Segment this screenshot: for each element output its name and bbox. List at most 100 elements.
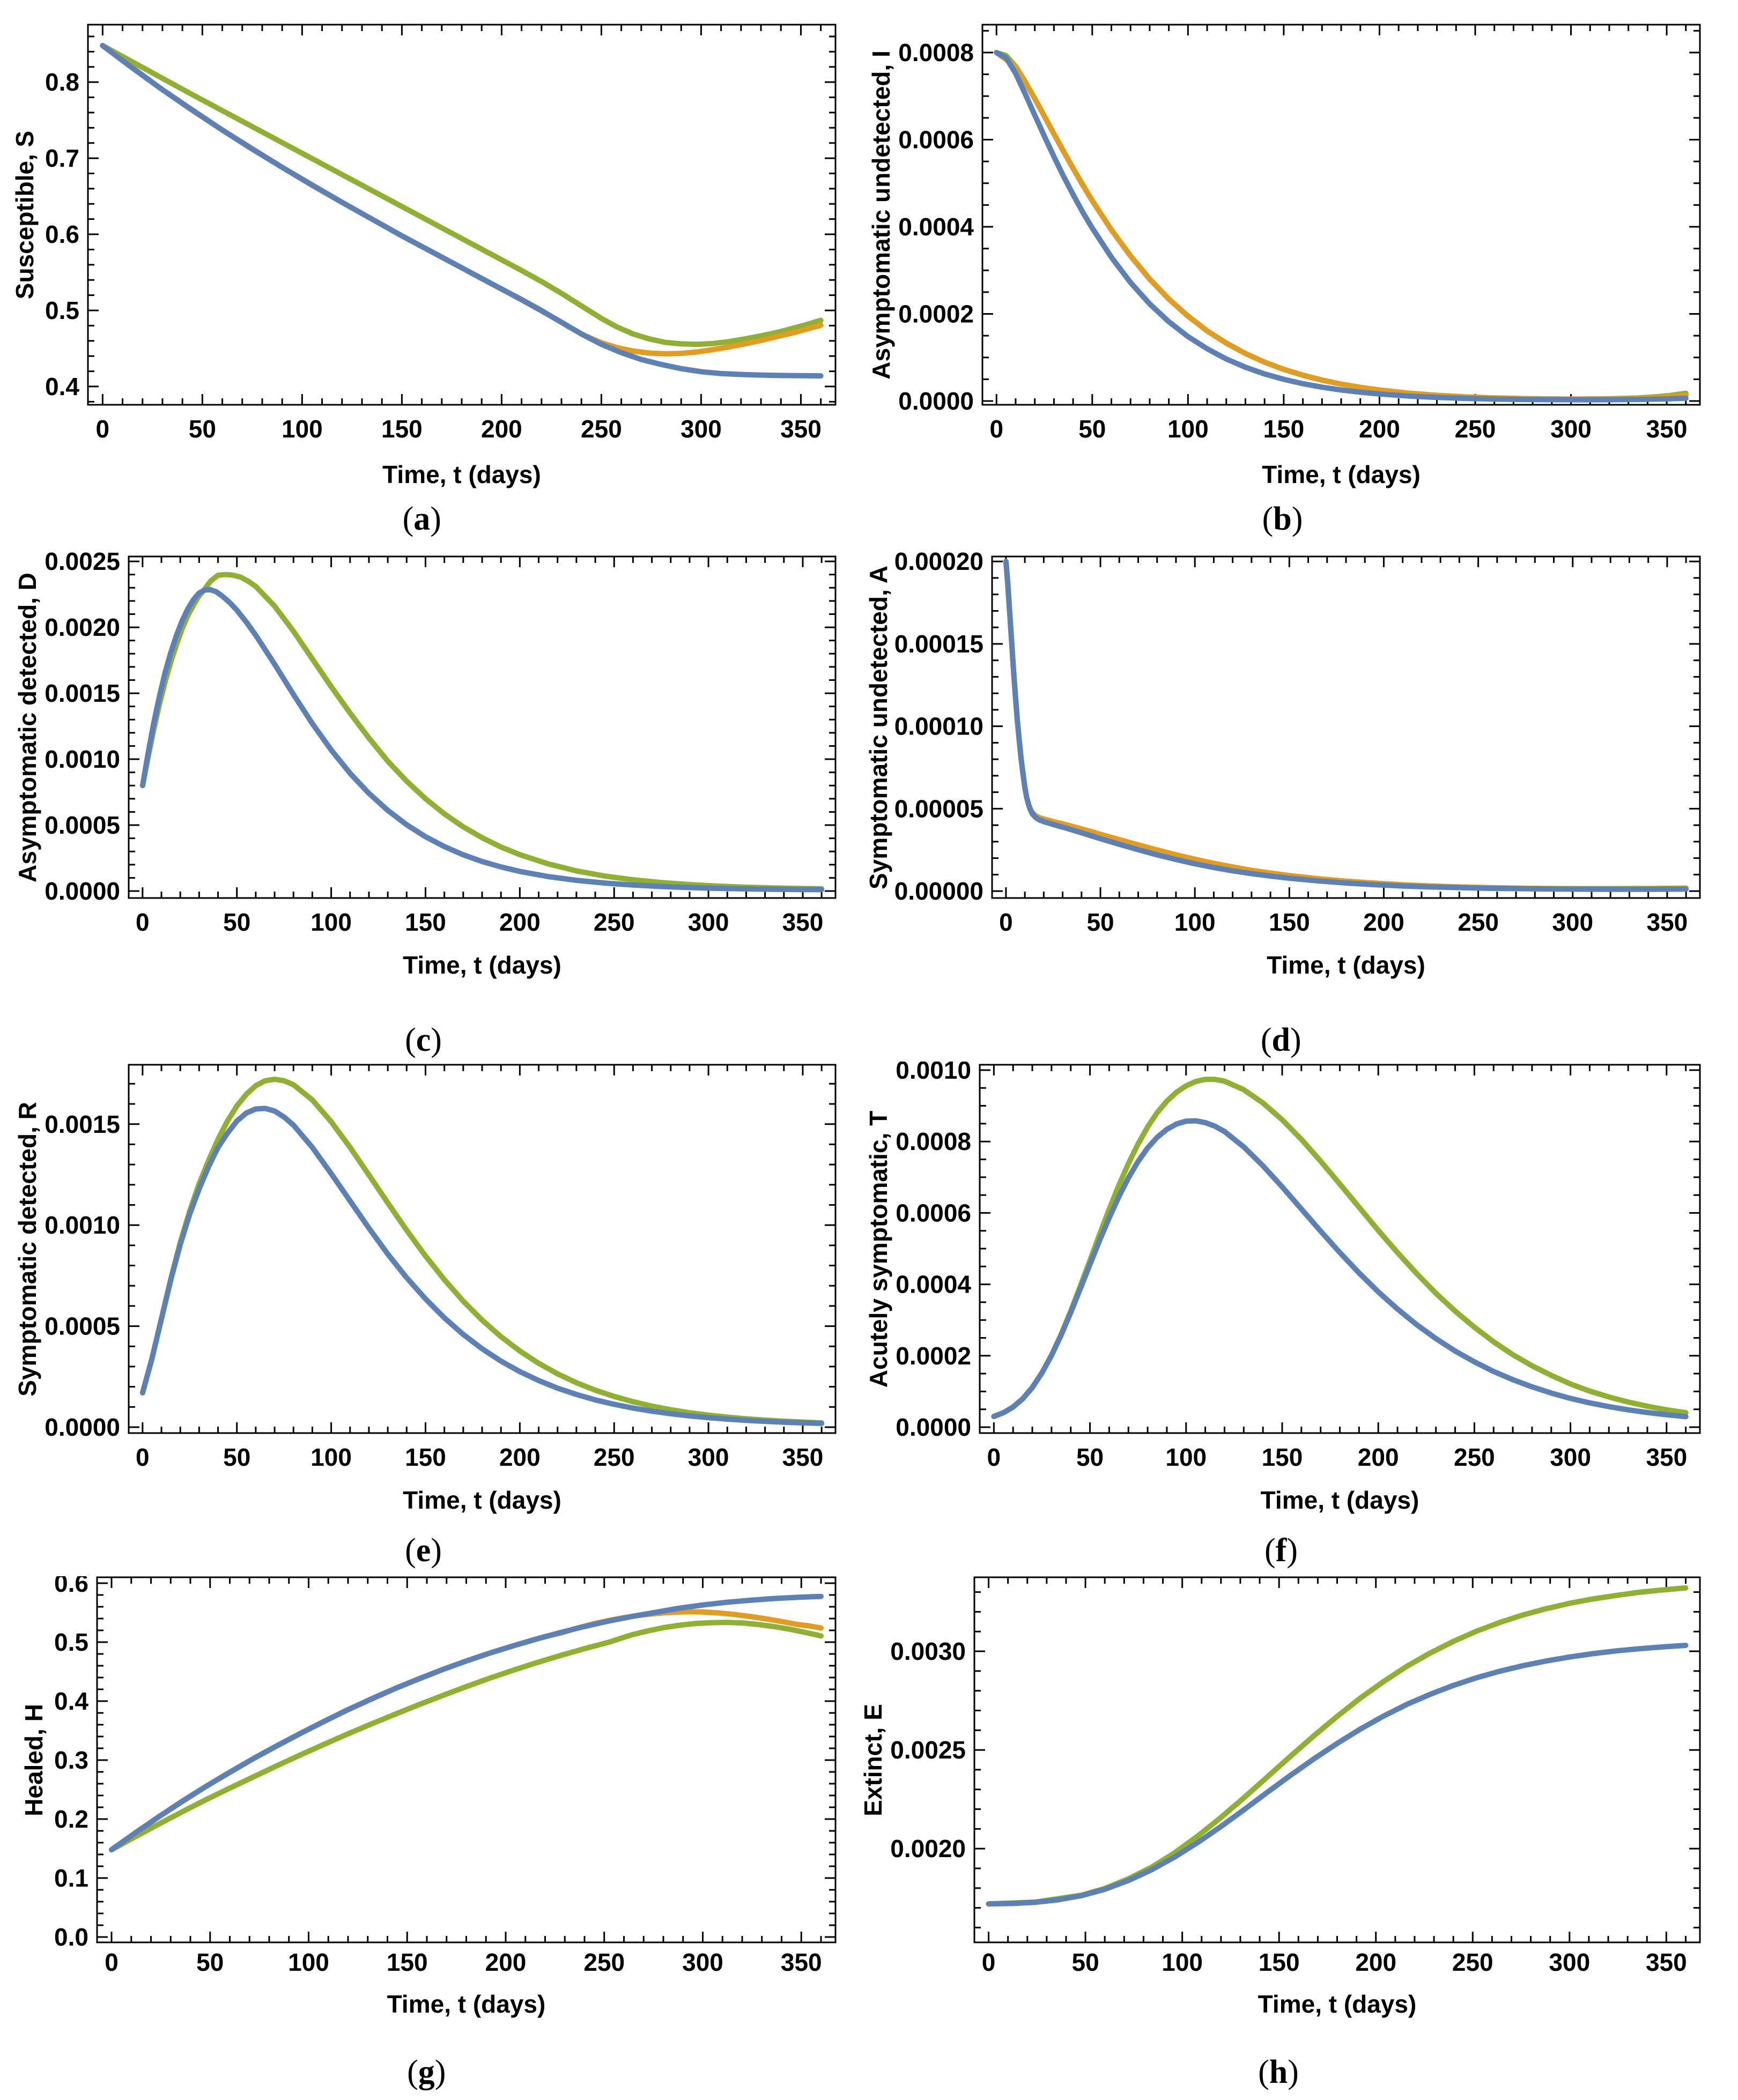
x-tick-label: 0 bbox=[105, 1948, 119, 1976]
y-tick-label: 0.0030 bbox=[890, 1637, 966, 1665]
y-tick-label: 0.4 bbox=[45, 373, 79, 400]
y-tick-label: 0.0000 bbox=[898, 387, 974, 415]
y-tick-label: 0.7 bbox=[45, 144, 79, 172]
x-tick-label: 50 bbox=[1078, 415, 1106, 443]
x-tick-label: 350 bbox=[1646, 415, 1688, 443]
orange-curve bbox=[994, 50, 1689, 402]
x-axis-label-g: Time, t (days) bbox=[387, 1990, 546, 2018]
x-axis-label-b: Time, t (days) bbox=[1262, 461, 1421, 488]
x-tick-label: 50 bbox=[223, 908, 250, 936]
x-axis-label-e: Time, t (days) bbox=[403, 1486, 561, 1514]
blue-curve bbox=[991, 1118, 1689, 1420]
blue-curve bbox=[986, 1643, 1689, 1907]
x-tick-label: 100 bbox=[1162, 1948, 1203, 1976]
x-tick-label: 150 bbox=[1263, 415, 1304, 443]
x-tick-label: 350 bbox=[1646, 1443, 1687, 1471]
y-tick-label: 0.0004 bbox=[896, 1271, 971, 1298]
y-axis-label-h: Extinct, E bbox=[859, 1703, 887, 1816]
y-tick-label: 0.0015 bbox=[45, 679, 120, 707]
x-tick-label: 0 bbox=[136, 1443, 150, 1471]
panel-a: 0 50 100 150 200 250 300 350 0.4 0.5 0.6 0.7 0.8 Sus… bbox=[0, 0, 869, 541]
blue-curve bbox=[139, 587, 825, 893]
y-axis-label-e: Symptomatic detected, R bbox=[13, 1101, 41, 1397]
plot-b: 0 50 100 150 200 250 300 350 0.0000 0.0002 0.0004 0… bbox=[898, 24, 1701, 443]
y-tick-label: 0.0005 bbox=[45, 811, 120, 839]
x-axis-label-h: Time, t (days) bbox=[1258, 1990, 1417, 2018]
plot-e: 0 50 100 150 200 250 300 350 0.0000 0.0005 0.0010 0… bbox=[45, 1064, 837, 1471]
y-axis-label-f: Acutely symptomatic, T bbox=[864, 1110, 892, 1387]
x-tick-label: 0 bbox=[982, 1948, 996, 1976]
x-tick-label: 200 bbox=[1355, 1948, 1396, 1976]
orange-curve bbox=[109, 1609, 824, 1853]
x-tick-label: 200 bbox=[499, 1443, 541, 1471]
x-tick-label: 300 bbox=[1549, 1948, 1590, 1976]
panel-caption-d: d bbox=[1174, 1016, 1388, 1064]
y-tick-label: 0.0015 bbox=[45, 1110, 120, 1138]
x-tick-label: 250 bbox=[1455, 415, 1496, 443]
x-tick-label: 50 bbox=[223, 1443, 250, 1471]
x-tick-label: 50 bbox=[1086, 908, 1114, 936]
x-tick-label: 250 bbox=[594, 1443, 635, 1471]
y-tick-label: 0.0010 bbox=[896, 1062, 971, 1084]
panel-caption-c: c bbox=[316, 1016, 531, 1064]
x-tick-label: 250 bbox=[594, 908, 635, 936]
y-tick-label: 0.1 bbox=[54, 1864, 88, 1892]
y-tick-label: 0.8 bbox=[45, 68, 79, 96]
y-tick-label: 0.0004 bbox=[898, 213, 974, 241]
blue-curve bbox=[100, 43, 824, 379]
y-tick-label: 0.5 bbox=[45, 296, 79, 324]
x-tick-label: 250 bbox=[581, 415, 622, 443]
x-tick-label: 50 bbox=[1071, 1948, 1099, 1976]
x-tick-label: 100 bbox=[288, 1948, 329, 1976]
y-tick-label: 0.2 bbox=[54, 1805, 88, 1833]
panel-b: 0 50 100 150 200 250 300 350 0.0000 0.0002 0.0004 0… bbox=[867, 0, 1738, 543]
blue-curve bbox=[1003, 559, 1689, 892]
y-tick-label: 0.0020 bbox=[890, 1835, 966, 1862]
panel-h: 0 50 100 150 200 250 300 350 0.0020 0.0025 0.0030 … bbox=[859, 1576, 1738, 2100]
y-tick-label: 0.00005 bbox=[894, 795, 983, 822]
y-tick-label: 0.6 bbox=[45, 220, 79, 248]
x-tick-label: 300 bbox=[1552, 908, 1593, 936]
y-tick-label: 0.0008 bbox=[898, 39, 974, 66]
green-curve bbox=[109, 1620, 824, 1853]
x-tick-label: 350 bbox=[1646, 1948, 1687, 1976]
panel-caption-h: h bbox=[1171, 2048, 1386, 2096]
plot-h: 0 50 100 150 200 250 300 350 0.0020 0.0025 0.0030 bbox=[890, 1576, 1701, 1976]
y-tick-label: 0.0010 bbox=[45, 1211, 120, 1239]
y-tick-label: 0.3 bbox=[54, 1746, 88, 1774]
x-tick-label: 50 bbox=[189, 415, 216, 443]
y-tick-label: 0.0006 bbox=[898, 126, 974, 154]
y-tick-label: 0.00010 bbox=[894, 713, 983, 740]
panel-g: 0 50 100 150 200 250 300 350 0.0 0.1 0.2 0.3 0.4 0.5 0… bbox=[0, 1576, 869, 2100]
y-axis-label-b: Asymptomatic undetected, I bbox=[867, 50, 895, 380]
x-tick-label: 100 bbox=[1167, 415, 1209, 443]
panel-caption-b: b bbox=[1175, 495, 1390, 543]
y-tick-label: 0.0000 bbox=[896, 1413, 971, 1441]
y-tick-label: 0.0025 bbox=[890, 1736, 966, 1764]
orange-curve bbox=[100, 43, 824, 357]
panel-f: 0 50 100 150 200 250 300 350 0.0000 0.0002 0.0004 0… bbox=[864, 1062, 1738, 1576]
panel-e: 0 50 100 150 200 250 300 350 0.0000 0.0005 0.0010 0… bbox=[0, 1062, 869, 1576]
y-tick-label: 0.4 bbox=[54, 1687, 88, 1715]
blue-curve bbox=[994, 50, 1689, 403]
y-tick-label: 0.0000 bbox=[45, 1413, 120, 1441]
y-tick-label: 0.0 bbox=[54, 1923, 88, 1951]
x-tick-label: 0 bbox=[987, 1443, 1001, 1471]
y-tick-label: 0.0020 bbox=[45, 613, 120, 641]
y-tick-label: 0.0025 bbox=[45, 547, 120, 575]
x-axis-label-d: Time, t (days) bbox=[1267, 951, 1425, 979]
y-tick-label: 0.0008 bbox=[896, 1127, 971, 1155]
plot-frame bbox=[991, 555, 1701, 899]
y-tick-label: 0.00000 bbox=[894, 877, 983, 905]
x-tick-label: 0 bbox=[999, 908, 1013, 936]
green-curve bbox=[139, 1077, 825, 1426]
plot-a: 0 50 100 150 200 250 300 350 0.4 0.5 0.6 0.7 0.8 bbox=[45, 24, 837, 443]
x-tick-label: 0 bbox=[989, 415, 1003, 443]
x-tick-label: 150 bbox=[387, 1948, 428, 1976]
x-tick-label: 250 bbox=[583, 1948, 625, 1976]
y-axis-label-g: Healed, H bbox=[19, 1703, 48, 1816]
x-axis-label-a: Time, t (days) bbox=[382, 461, 541, 488]
y-tick-label: 0.0006 bbox=[896, 1199, 971, 1227]
x-tick-label: 200 bbox=[481, 415, 522, 443]
x-tick-label: 100 bbox=[310, 1443, 352, 1471]
